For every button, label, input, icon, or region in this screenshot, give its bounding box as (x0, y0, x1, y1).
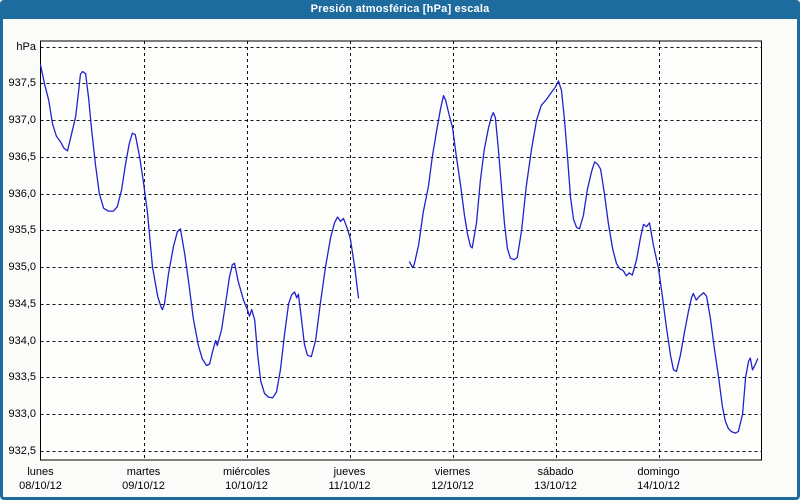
day-date: 09/10/12 (122, 480, 165, 492)
day-name: domingo (637, 466, 680, 478)
day-name: miércoles (222, 466, 271, 478)
day-name: jueves (333, 466, 366, 478)
day-date: 14/10/12 (637, 480, 680, 492)
y-tick-label: 934,5 (8, 297, 36, 310)
y-tick-label: 933,0 (8, 408, 36, 420)
day-date: 10/10/12 (225, 480, 268, 492)
day-date: 13/10/12 (534, 480, 577, 492)
day-name: lunes (27, 466, 54, 478)
pressure-series-segment (39, 64, 360, 399)
day-name: viernes (434, 466, 471, 478)
day-date: 12/10/12 (431, 480, 474, 492)
x-day-label: jueves 11/10/12 (305, 465, 395, 493)
x-day-label: lunes 08/10/12 (0, 465, 86, 493)
plot-background (40, 41, 762, 460)
y-tick-label: 933,5 (8, 371, 36, 384)
y-tick-label: 937,5 (8, 77, 36, 90)
x-day-label: viernes 12/10/12 (408, 465, 498, 493)
y-tick-label: 936,0 (8, 187, 36, 200)
x-day-label: martes 09/10/12 (99, 465, 189, 493)
y-axis-unit-label: hPa (16, 40, 36, 53)
day-name: sábado (537, 466, 574, 478)
y-tick-label: 935,5 (8, 224, 36, 237)
day-name: martes (126, 466, 161, 478)
day-date: 08/10/12 (19, 480, 62, 492)
window-title: Presión atmosférica [hPa] escala (310, 3, 490, 15)
y-tick-label: 937,0 (8, 114, 36, 126)
x-day-label: miércoles 10/10/12 (202, 465, 292, 493)
pressure-series-segment (408, 80, 759, 434)
y-tick-label: 934,0 (8, 334, 36, 347)
x-day-label: sábado 13/10/12 (511, 465, 601, 493)
x-day-label: domingo 14/10/12 (614, 465, 704, 493)
y-tick-label: 932,5 (8, 444, 36, 457)
window-titlebar[interactable]: Presión atmosférica [hPa] escala (0, 0, 800, 19)
plot-border (40, 40, 762, 461)
day-date: 11/10/12 (328, 480, 371, 492)
y-tick-label: 936,5 (8, 150, 36, 163)
y-tick-label: 935,0 (8, 261, 36, 273)
